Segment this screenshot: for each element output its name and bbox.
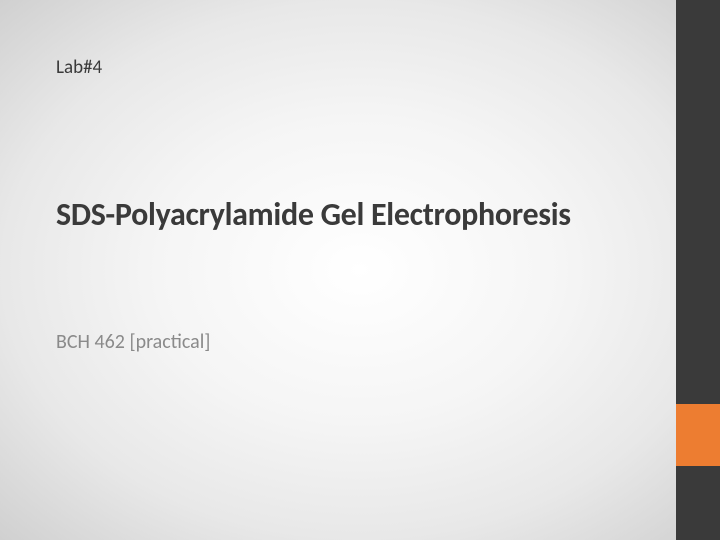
presentation-slide: Lab#4 SDS-Polyacrylamide Gel Electrophor… xyxy=(0,0,720,540)
slide-title: SDS-Polyacrylamide Gel Electrophoresis xyxy=(56,195,571,234)
lab-number-label: Lab#4 xyxy=(56,56,102,79)
course-subtitle: BCH 462 [practical] xyxy=(56,330,210,354)
accent-block xyxy=(676,404,720,466)
